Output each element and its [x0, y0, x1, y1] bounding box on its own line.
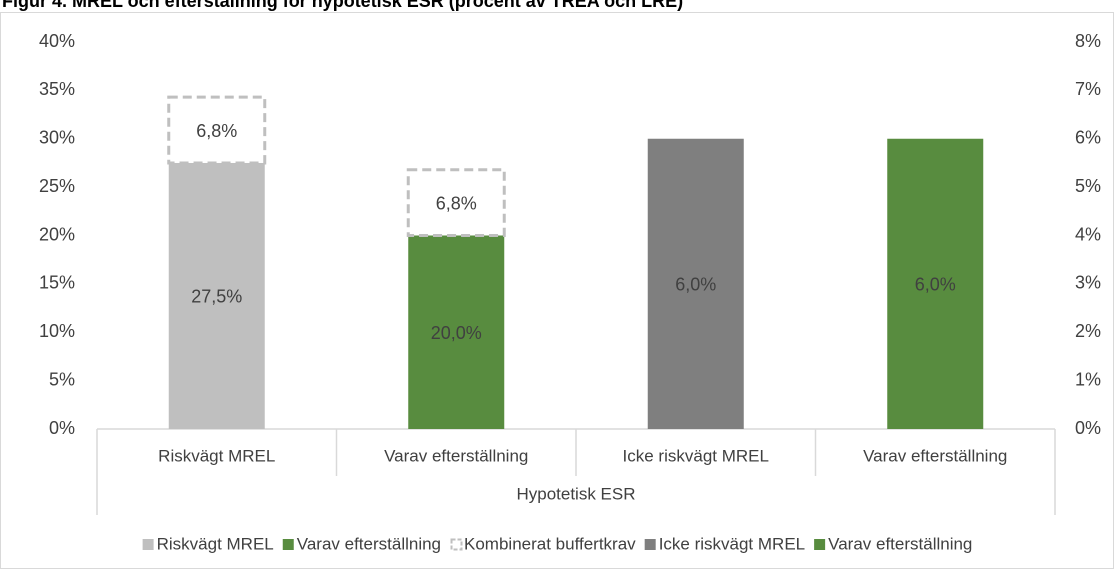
y2-tick-label: 1% — [1075, 369, 1101, 389]
y2-tick-label: 2% — [1075, 321, 1101, 341]
chart-title: Figur 4. MREL och efterställning för hyp… — [2, 0, 683, 11]
value-label: 6,0% — [675, 275, 716, 295]
bar — [406, 168, 506, 238]
y2-tick-label: 7% — [1075, 79, 1101, 99]
legend-label: Icke riskvägt MREL — [659, 534, 805, 553]
y-tick-label: 35% — [39, 79, 75, 99]
y2-tick-label: 4% — [1075, 224, 1101, 244]
y2-tick-label: 0% — [1075, 418, 1101, 438]
y-tick-label: 25% — [39, 176, 75, 196]
legend-label: Kombinerat buffertkrav — [464, 534, 636, 553]
x-group-label: Hypotetisk ESR — [516, 484, 635, 503]
legend-swatch — [814, 539, 826, 550]
legend-label: Riskvägt MREL — [157, 534, 274, 553]
y-tick-label: 0% — [49, 418, 75, 438]
x-tick-label: Icke riskvägt MREL — [623, 446, 769, 465]
x-tick-label: Riskvägt MREL — [158, 446, 275, 465]
y-tick-label: 15% — [39, 273, 75, 293]
y2-tick-label: 3% — [1075, 273, 1101, 293]
legend-label: Varav efterställning — [828, 534, 972, 553]
y2-tick-label: 8% — [1075, 31, 1101, 51]
x-tick-label: Varav efterställning — [384, 446, 528, 465]
value-label: 6,8% — [436, 193, 477, 213]
value-label: 6,0% — [915, 275, 956, 295]
legend-swatch — [142, 539, 154, 550]
y-tick-label: 20% — [39, 224, 75, 244]
legend-label: Varav efterställning — [297, 534, 441, 553]
value-label: 27,5% — [191, 287, 242, 307]
bar — [647, 138, 744, 429]
bar — [408, 235, 505, 429]
legend: Riskvägt MREL Varav efterställning Kombine… — [142, 534, 972, 553]
bar — [887, 138, 984, 429]
y-tick-label: 30% — [39, 128, 75, 148]
bar — [167, 95, 267, 165]
x-tick-label: Varav efterställning — [863, 446, 1007, 465]
y-tick-label: 40% — [39, 31, 75, 51]
y2-tick-label: 6% — [1075, 128, 1101, 148]
legend-swatch — [644, 539, 656, 550]
value-label: 6,8% — [196, 121, 237, 141]
bar — [168, 162, 265, 429]
value-label: 20,0% — [431, 323, 482, 343]
y-tick-label: 5% — [49, 369, 75, 389]
chart-frame — [0, 12, 1114, 569]
y-tick-label: 10% — [39, 321, 75, 341]
y2-tick-label: 5% — [1075, 176, 1101, 196]
legend-swatch — [282, 539, 294, 550]
legend-swatch — [450, 538, 463, 551]
